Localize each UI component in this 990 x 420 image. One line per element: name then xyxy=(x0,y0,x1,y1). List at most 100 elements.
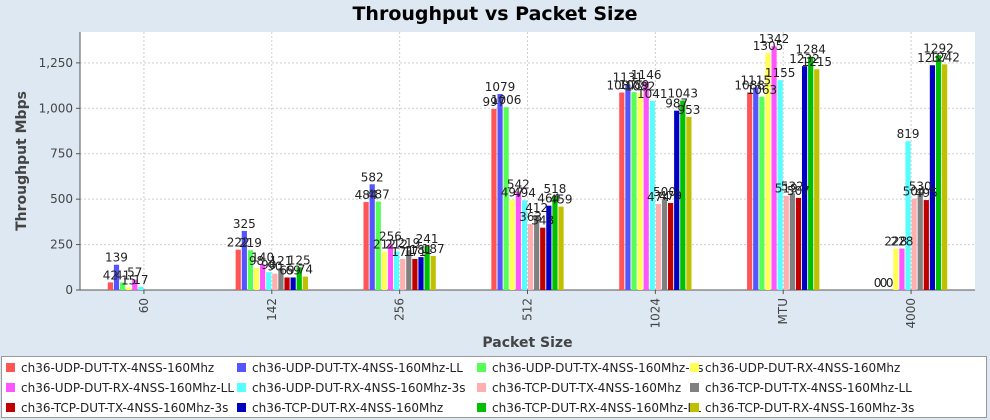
bar xyxy=(771,46,777,290)
x-tick-label: 4000 xyxy=(904,298,918,329)
bar xyxy=(503,107,509,290)
bar xyxy=(515,191,521,290)
data-label: 530 xyxy=(909,180,932,194)
bar xyxy=(302,276,308,290)
bar xyxy=(643,81,649,290)
data-label: 69 xyxy=(285,263,300,277)
bar xyxy=(923,200,929,290)
legend-swatch xyxy=(6,403,15,412)
data-label: 1006 xyxy=(491,93,522,107)
bar xyxy=(253,268,260,290)
bar xyxy=(509,199,515,290)
data-label: 343 xyxy=(531,214,554,228)
data-label: 518 xyxy=(543,182,566,196)
data-label: 74 xyxy=(298,263,313,277)
data-label: 90 xyxy=(267,260,282,274)
bar xyxy=(942,64,948,290)
y-tick-label: 250 xyxy=(50,238,73,252)
bar xyxy=(235,249,241,290)
legend-swatch xyxy=(690,383,699,392)
data-label: 997 xyxy=(482,95,505,109)
bar xyxy=(393,251,400,290)
x-tick-label: 142 xyxy=(265,298,279,321)
bar xyxy=(911,198,917,290)
bar xyxy=(119,282,126,290)
bar xyxy=(284,277,290,290)
bar xyxy=(637,93,643,290)
legend-swatch xyxy=(690,363,699,372)
data-label: 1155 xyxy=(765,66,796,80)
data-label: 219 xyxy=(239,236,262,250)
bar xyxy=(126,287,132,290)
legend-swatch xyxy=(237,363,246,372)
legend-item: ch36-TCP-DUT-RX-4NSS-160Mhz xyxy=(237,399,443,416)
data-label: 1087 xyxy=(607,79,638,93)
data-label: 1041 xyxy=(637,87,668,101)
data-label: 474 xyxy=(647,190,670,204)
data-label: 57 xyxy=(127,266,142,280)
bar xyxy=(247,250,254,290)
data-label: 219 xyxy=(397,236,420,250)
data-label: 363 xyxy=(519,210,542,224)
bar xyxy=(375,201,381,290)
bar xyxy=(935,55,942,291)
data-label: 1305 xyxy=(753,39,784,53)
bar xyxy=(290,277,296,290)
data-label: 497 xyxy=(501,186,524,200)
data-label: 1242 xyxy=(929,50,960,64)
bar xyxy=(430,256,436,290)
data-label: 0 xyxy=(886,276,894,290)
legend-swatch xyxy=(6,363,15,372)
throughput-chart: Throughput vs Packet Size 0 250 500 750 1,000… xyxy=(14,3,975,351)
legend-swatch xyxy=(6,383,15,392)
bar xyxy=(260,264,266,290)
x-tick-label: 512 xyxy=(521,298,535,321)
data-label: 17 xyxy=(133,273,148,287)
legend-item: ch36-TCP-DUT-RX-4NSS-160Mhz-LL xyxy=(477,399,701,416)
bar xyxy=(905,141,911,290)
x-tick-label: 1024 xyxy=(648,298,662,329)
legend-item: ch36-UDP-DUT-TX-4NSS-160Mhz-LL xyxy=(237,359,463,376)
data-label: 42 xyxy=(103,268,118,282)
bar xyxy=(424,246,430,290)
chart-legend: ch36-UDP-DUT-TX-4NSS-160Mhz ch36-UDP-DUT-… xyxy=(1,356,987,418)
bar xyxy=(686,116,692,290)
bar xyxy=(406,250,412,290)
bar xyxy=(138,286,144,290)
bar xyxy=(893,248,899,290)
x-tick-label: MTU xyxy=(776,298,790,324)
legend-label: ch36-UDP-DUT-TX-4NSS-160Mhz-LL xyxy=(252,360,463,375)
data-label: 495 xyxy=(915,186,938,200)
data-label: 1082 xyxy=(625,79,656,93)
data-label: 171 xyxy=(403,245,426,259)
y-tick-label: 500 xyxy=(50,192,73,206)
bar xyxy=(795,197,802,290)
bar xyxy=(625,84,631,290)
data-label: 1284 xyxy=(795,43,826,57)
data-label: 1215 xyxy=(801,55,832,69)
bar xyxy=(753,87,759,290)
bar xyxy=(929,65,936,290)
bar xyxy=(631,92,637,290)
legend-label: ch36-UDP-DUT-TX-4NSS-160Mhz xyxy=(21,360,215,375)
data-label: 582 xyxy=(361,170,384,184)
y-axis-title: Throughput Mbps xyxy=(14,91,30,231)
bar xyxy=(680,100,686,290)
legend-item: ch36-TCP-DUT-TX-4NSS-160Mhz xyxy=(477,379,681,396)
legend-label: ch36-UDP-DUT-TX-4NSS-160Mhz-3s xyxy=(492,360,704,375)
y-tick-label: 1,000 xyxy=(39,101,73,115)
bar xyxy=(777,80,783,290)
data-label: 325 xyxy=(233,217,256,231)
data-label: 953 xyxy=(677,103,700,117)
legend-label: ch36-TCP-DUT-TX-4NSS-160Mhz-3s xyxy=(21,400,229,415)
x-tick-label: 60 xyxy=(137,298,151,313)
bar xyxy=(387,243,394,290)
data-label: 412 xyxy=(525,201,548,215)
bar xyxy=(668,202,674,290)
bar xyxy=(765,52,771,291)
data-label: 222 xyxy=(227,236,250,250)
data-label: 125 xyxy=(288,253,311,267)
data-label: 228 xyxy=(884,235,907,249)
data-label: 1063 xyxy=(747,83,778,97)
data-label: 532 xyxy=(781,179,804,193)
